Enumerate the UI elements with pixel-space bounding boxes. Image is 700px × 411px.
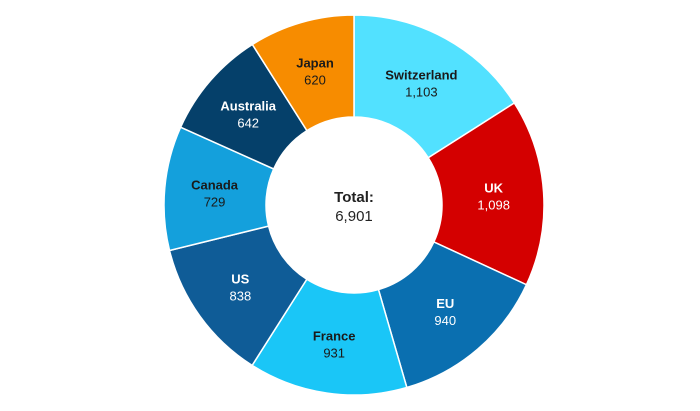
- slice-label-canada: Canada: [191, 177, 239, 192]
- slice-label-us: US: [231, 272, 249, 287]
- slice-value-uk: 1,098: [477, 198, 510, 213]
- center-total-value: 6,901: [335, 208, 373, 225]
- donut-hole: [266, 117, 442, 293]
- slice-value-japan: 620: [304, 73, 326, 88]
- labels-layer: Switzerland 1,103 UK 1,098 EU 940 France 931 US 8…: [191, 56, 510, 361]
- slice-value-australia: 642: [237, 115, 259, 130]
- slice-label-uk: UK: [484, 181, 503, 196]
- slice-value-us: 838: [229, 289, 251, 304]
- slice-label-australia: Australia: [220, 98, 276, 113]
- center-total-label: Total:: [334, 189, 374, 206]
- slice-value-switzerland: 1,103: [405, 84, 438, 99]
- slice-value-canada: 729: [204, 194, 226, 209]
- slice-value-france: 931: [323, 346, 345, 361]
- slice-value-eu: 940: [434, 313, 456, 328]
- slice-label-switzerland: Switzerland: [385, 67, 457, 82]
- slice-label-france: France: [313, 329, 356, 344]
- slice-label-eu: EU: [436, 296, 454, 311]
- slice-label-japan: Japan: [296, 56, 334, 71]
- slices-layer: [163, 14, 545, 396]
